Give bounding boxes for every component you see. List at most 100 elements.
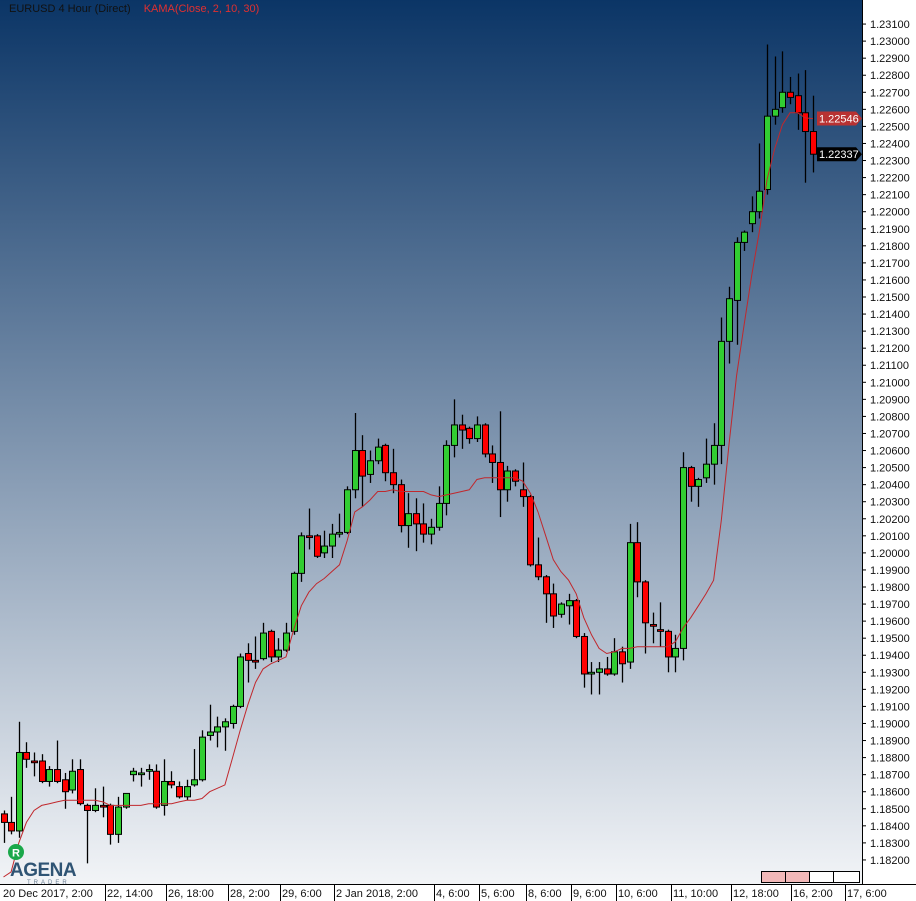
y-tick-label: 1.22900 [870,53,910,65]
candle [283,622,290,652]
candle [54,740,61,784]
candle-body [802,112,809,133]
scroll-segment-1[interactable] [761,871,786,883]
candle-body [734,241,741,301]
y-tick-label: 1.22100 [870,190,910,202]
candle-body [420,523,427,535]
candle [291,571,298,635]
x-tick-label: 16, 2:00 [793,888,833,900]
candle-body [550,593,557,617]
candle-body [138,772,145,776]
scroll-segment-3[interactable] [809,871,834,883]
candle-body [810,131,817,155]
scroll-frame [761,871,860,883]
candle-body [741,231,748,243]
candle [573,598,580,639]
candle [176,781,183,799]
plot-area[interactable] [0,0,862,884]
candle-body [726,298,733,342]
candle [756,143,763,219]
y-tick-label: 1.20700 [870,428,910,440]
x-tick-label: 9, 6:00 [573,888,607,900]
candle [772,56,779,125]
candle-body [344,489,351,533]
y-tick-label: 1.19000 [870,718,910,730]
candle [168,771,175,789]
y-tick-label: 1.20100 [870,531,910,543]
candle-body [695,479,702,487]
candle-body [543,576,550,595]
candle [23,742,30,768]
candle [741,230,748,251]
candle-body [54,769,61,782]
candle-body [795,95,802,114]
candle-body [718,340,725,446]
candle [245,643,252,683]
y-tick-label: 1.19800 [870,582,910,594]
y-tick-label: 1.19500 [870,633,910,645]
candle-body [1,813,8,823]
candle [413,498,420,552]
candle-body [711,444,718,465]
candle [810,95,817,173]
candle-body [642,581,649,624]
candle [405,493,412,548]
y-tick-label: 1.22600 [870,104,910,116]
candle-body [772,108,779,117]
candle [153,764,160,809]
x-tick-label: 29, 6:00 [282,888,322,900]
candle [779,51,786,113]
candle-body [252,659,259,663]
candle [39,754,46,784]
y-tick-label: 1.21300 [870,326,910,338]
x-tick-label: 5, 6:00 [481,888,515,900]
scroll-segment-2[interactable] [785,871,810,883]
candle [627,523,634,669]
candle-body [207,731,214,736]
candle [482,423,489,458]
candle [191,749,198,787]
price-axis[interactable] [862,0,916,901]
candle [352,412,359,499]
scroll-segment-4[interactable] [833,871,860,883]
y-tick-label: 1.19700 [870,599,910,611]
candle-body [764,115,771,191]
y-tick-label: 1.21100 [870,360,909,372]
y-tick-label: 1.18300 [870,838,910,850]
candle [535,537,542,581]
x-tick-label: 12, 18:00 [733,888,779,900]
y-tick-label: 1.19900 [870,565,910,577]
indicator-label: KAMA(Close, 2, 10, 30) [143,3,260,15]
candle-body [413,513,420,525]
candle [680,452,687,661]
candle-body [627,542,634,663]
candle [146,764,153,780]
candle-body [23,751,30,760]
candle-body [298,535,305,574]
candle [130,767,137,782]
candle [260,622,267,661]
x-tick-label: 8, 6:00 [528,888,562,900]
candle-body [130,770,137,776]
candle [466,426,473,444]
candle [77,759,84,806]
candle-body [581,635,588,675]
candle [1,810,8,843]
candle-body [619,651,626,665]
candle [695,477,702,507]
candle [650,612,657,644]
y-tick-label: 1.20200 [870,514,910,526]
candle [62,772,69,809]
candle [230,704,237,729]
agena-trader-logo: R AGENA TRADER [8,844,77,886]
y-tick-label: 1.20500 [870,463,910,475]
candle [558,602,565,618]
chart-scroll-indicator[interactable] [761,871,860,883]
candle [252,636,259,669]
y-tick-label: 1.21200 [870,343,910,355]
candle [443,440,450,516]
y-tick-label: 1.20000 [870,548,910,560]
y-tick-label: 1.21000 [870,377,910,389]
